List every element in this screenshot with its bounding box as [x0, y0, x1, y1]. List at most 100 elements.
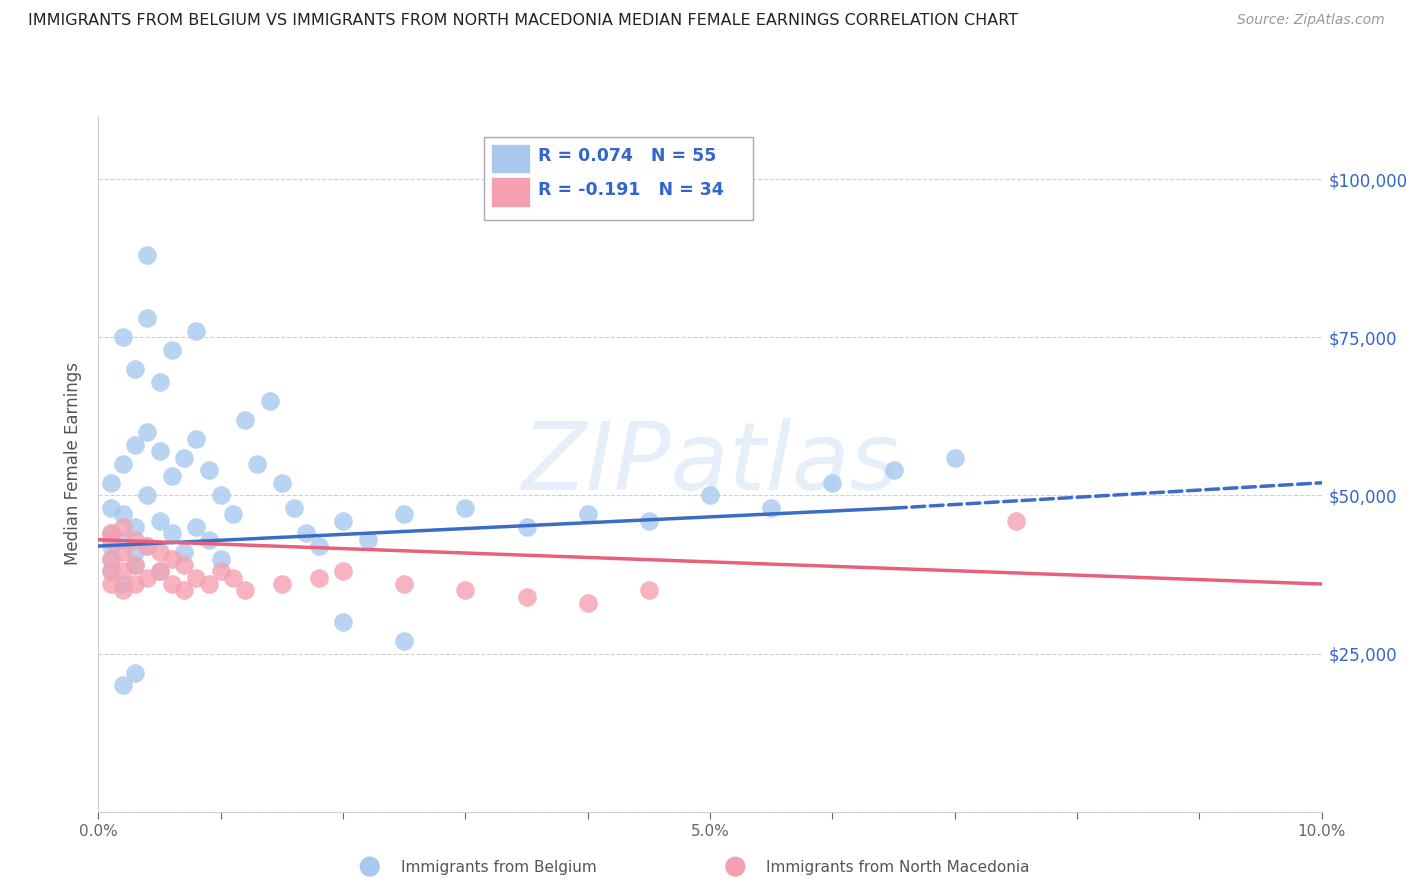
Point: [111, 508, 134, 522]
Point: [160, 343, 183, 357]
Point: [100, 533, 122, 547]
Point: [111, 545, 134, 559]
Point: [516, 520, 538, 534]
Point: [332, 565, 354, 579]
Point: [186, 324, 208, 338]
Point: [111, 565, 134, 579]
Point: [100, 501, 122, 516]
Point: [111, 583, 134, 598]
Point: [136, 248, 159, 262]
Point: [124, 665, 146, 680]
Point: [173, 558, 195, 572]
Point: [124, 533, 146, 547]
Point: [516, 590, 538, 604]
Point: [124, 520, 146, 534]
Point: [209, 488, 232, 502]
Point: [576, 508, 599, 522]
Point: [136, 571, 159, 585]
Point: [100, 526, 122, 541]
Point: [111, 457, 134, 471]
Point: [124, 545, 146, 559]
Point: [100, 551, 122, 566]
Point: [233, 583, 256, 598]
Point: [821, 475, 844, 490]
Point: [637, 514, 661, 528]
Point: [197, 577, 219, 591]
Point: [197, 533, 219, 547]
Point: [883, 463, 905, 477]
Point: [149, 565, 172, 579]
Point: [100, 577, 122, 591]
Point: [111, 577, 134, 591]
Text: IMMIGRANTS FROM BELGIUM VS IMMIGRANTS FROM NORTH MACEDONIA MEDIAN FEMALE EARNING: IMMIGRANTS FROM BELGIUM VS IMMIGRANTS FR…: [28, 13, 1018, 29]
Point: [222, 508, 245, 522]
Text: Source: ZipAtlas.com: Source: ZipAtlas.com: [1237, 13, 1385, 28]
Text: R = -0.191   N = 34: R = -0.191 N = 34: [537, 181, 723, 199]
Point: [454, 583, 477, 598]
Point: [186, 432, 208, 446]
Point: [149, 514, 172, 528]
Point: [332, 615, 354, 629]
FancyBboxPatch shape: [484, 136, 752, 220]
Point: [149, 565, 172, 579]
Point: [699, 488, 721, 502]
Point: [160, 469, 183, 483]
Point: [637, 583, 661, 598]
Point: [197, 463, 219, 477]
Point: [222, 571, 245, 585]
FancyBboxPatch shape: [491, 144, 530, 173]
Point: [295, 526, 318, 541]
Text: R = 0.074   N = 55: R = 0.074 N = 55: [537, 147, 716, 165]
Point: [124, 438, 146, 452]
Point: [111, 533, 134, 547]
Point: [576, 596, 599, 610]
Point: [943, 450, 966, 465]
Point: [136, 488, 159, 502]
Point: [259, 393, 281, 408]
Point: [124, 558, 146, 572]
Point: [186, 520, 208, 534]
Text: Immigrants from Belgium: Immigrants from Belgium: [401, 860, 596, 874]
Point: [173, 450, 195, 465]
Point: [136, 311, 159, 326]
Point: [186, 571, 208, 585]
Point: [270, 475, 292, 490]
Point: [160, 526, 183, 541]
Point: [124, 558, 146, 572]
Point: [111, 678, 134, 692]
Point: [173, 583, 195, 598]
Point: [233, 412, 256, 426]
Point: [392, 577, 416, 591]
Point: [759, 501, 782, 516]
Point: [100, 565, 122, 579]
Point: [100, 551, 122, 566]
Point: [392, 634, 416, 648]
Point: [308, 539, 330, 553]
Point: [454, 501, 477, 516]
Point: [124, 577, 146, 591]
Point: [209, 551, 232, 566]
Point: [173, 545, 195, 559]
Point: [149, 444, 172, 458]
Point: [111, 520, 134, 534]
Point: [392, 508, 416, 522]
Point: [100, 539, 122, 553]
Text: Immigrants from North Macedonia: Immigrants from North Macedonia: [766, 860, 1029, 874]
Point: [111, 330, 134, 344]
Point: [100, 475, 122, 490]
Point: [149, 545, 172, 559]
Point: [124, 362, 146, 376]
Point: [136, 539, 159, 553]
Point: [270, 577, 292, 591]
Y-axis label: Median Female Earnings: Median Female Earnings: [65, 362, 83, 566]
Point: [356, 533, 378, 547]
Point: [160, 551, 183, 566]
Point: [332, 514, 354, 528]
Point: [308, 571, 330, 585]
Circle shape: [360, 857, 380, 876]
Point: [160, 577, 183, 591]
Point: [1004, 514, 1026, 528]
Point: [209, 565, 232, 579]
Point: [100, 526, 122, 541]
FancyBboxPatch shape: [491, 178, 530, 207]
